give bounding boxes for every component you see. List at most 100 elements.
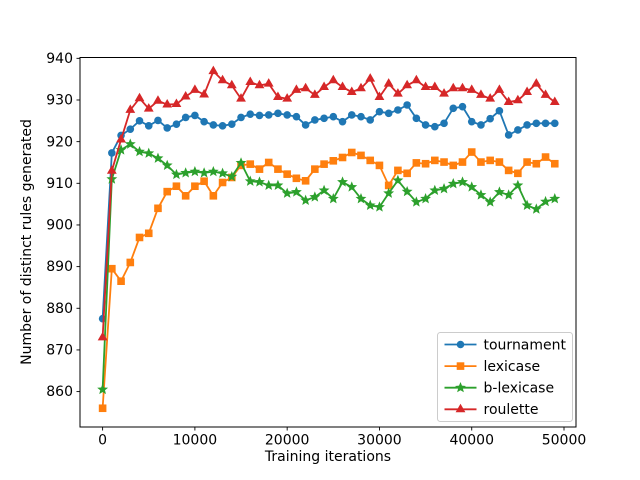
data-point-circle [467,117,476,126]
data-point-square [98,404,107,413]
data-point-triangle [319,81,329,90]
data-point-triangle [420,81,431,90]
legend-entry-lexicase: lexicase [444,359,541,375]
data-point-triangle [153,95,163,104]
data-point-star [429,184,441,195]
data-point-triangle [245,76,256,85]
data-point-square [375,161,384,170]
data-point-square [456,362,465,370]
data-point-triangle [411,74,422,84]
data-point-star [512,179,524,190]
data-point-square [532,159,541,168]
y-tick-label: 910 [46,176,73,192]
data-point-star [337,176,348,187]
data-point-circle [375,107,384,116]
data-point-triangle [503,96,514,105]
data-point-star [198,167,210,178]
data-point-star [244,175,256,186]
data-point-star [355,193,367,204]
data-point-square [163,187,172,196]
data-point-triangle [466,84,477,93]
series-lexicase [98,148,559,413]
x-tick-label: 10000 [173,433,218,449]
data-point-circle [200,117,208,126]
data-point-triangle [189,84,200,93]
data-point-circle [458,102,467,111]
data-point-circle [394,106,402,114]
data-point-triangle [439,88,449,97]
data-point-square [329,157,338,165]
data-point-star [189,165,201,177]
data-point-triangle [365,73,376,82]
data-point-star [318,184,330,195]
data-point-triangle [476,89,486,98]
data-point-triangle [494,84,505,93]
data-point-star [180,167,192,178]
x-tick-label: 0 [98,433,107,449]
data-point-square [495,158,504,166]
y-tick-label: 880 [46,301,73,317]
data-point-circle [550,119,559,128]
data-point-circle [227,120,236,128]
data-point-triangle [328,74,339,84]
data-point-circle [495,107,504,115]
data-point-circle [163,124,172,132]
data-point-star [466,181,478,192]
data-point-triangle [429,81,440,90]
data-point-triangle [485,93,496,102]
data-point-triangle [448,82,459,92]
data-point-circle [412,114,421,123]
data-point-circle [218,122,227,130]
data-point-star [392,174,404,185]
data-point-square [117,277,125,285]
data-point-star [493,186,505,197]
data-point-star [254,176,265,187]
legend-label-lexicase: lexicase [484,359,541,375]
data-point-triangle [199,88,210,98]
series-tournament [98,101,559,323]
data-point-square [320,160,328,168]
data-point-circle [338,117,347,126]
legend-label-tournament: tournament [484,337,567,353]
data-point-square [467,148,476,156]
data-point-triangle [116,133,126,143]
data-point-square [135,233,144,242]
data-point-circle [255,111,264,120]
data-point-square [274,165,282,173]
data-point-triangle [162,98,173,108]
data-point-circle [514,126,522,134]
data-point-circle [486,114,494,123]
plot-border [79,57,577,428]
data-point-triangle [282,93,293,102]
data-point-circle [421,121,430,129]
data-point-square [172,182,181,191]
data-point-star [364,199,376,210]
y-tick-label: 860 [46,384,73,400]
data-point-square [154,204,162,213]
data-point-circle [154,116,162,125]
data-point-square [191,182,199,191]
data-point-square [338,153,347,162]
data-point-circle [292,112,301,121]
y-axis-label: Number of distinct rules generated [19,119,35,365]
data-point-circle [311,116,319,124]
x-axis-label: Training iterations [264,449,392,465]
data-point-triangle [309,89,320,98]
data-point-triangle [549,96,560,105]
data-point-circle [135,117,144,125]
data-point-triangle [457,82,468,92]
data-point-circle [144,122,153,130]
data-point-triangle [291,84,302,93]
data-point-circle [366,116,375,124]
data-point-star [309,191,321,202]
data-point-circle [191,111,199,120]
x-tick-label: 40000 [449,433,494,449]
series-line-tournament [101,103,555,319]
data-point-triangle [356,82,366,92]
data-point-square [255,165,264,173]
data-point-square [246,160,255,168]
data-point-star [290,186,302,197]
data-point-square [431,156,439,165]
x-tick-label: 30000 [357,433,402,449]
